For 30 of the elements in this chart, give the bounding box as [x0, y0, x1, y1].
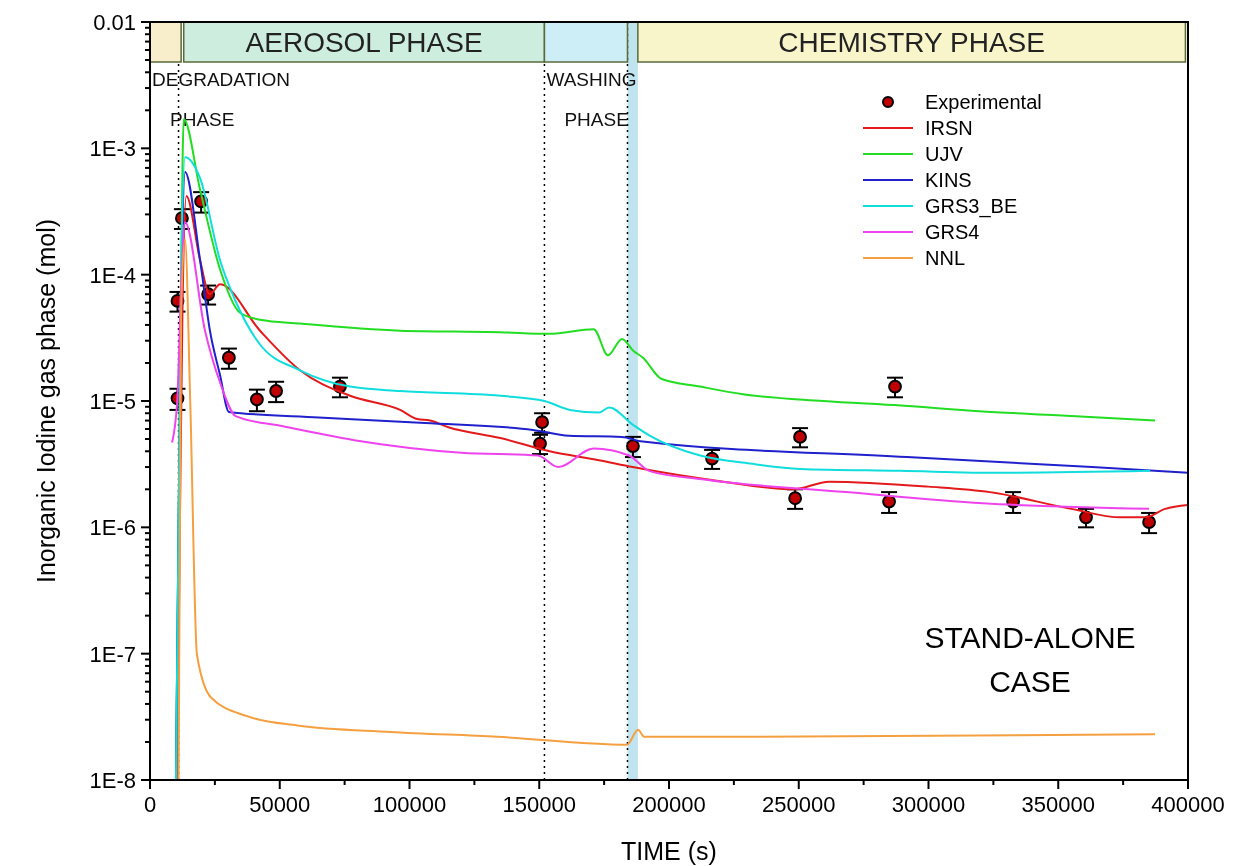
x-tick-label: 0: [143, 792, 157, 817]
band-label: AEROSOL PHASE: [245, 27, 483, 58]
x-tick-label: 300000: [891, 792, 966, 817]
x-axis-title: TIME (s): [621, 837, 717, 865]
annotation: STAND-ALONE CASE: [924, 621, 1136, 698]
y-tick-label: 1E-7: [89, 641, 136, 667]
y-tick-label: 1E-4: [89, 262, 136, 288]
y-tick-label: 1E-3: [89, 136, 136, 162]
y-tick-label: 0.01: [93, 10, 136, 35]
x-tick-label: 400000: [1151, 792, 1225, 817]
legend-label: KINS: [925, 169, 972, 191]
x-tick-label: 250000: [762, 792, 836, 817]
band-label: DEGRADATION PHASE: [152, 69, 290, 130]
y-tick-label: 1E-8: [89, 768, 136, 793]
band-label: WASHING PHASE: [546, 69, 637, 130]
legend-label: IRSN: [925, 117, 973, 139]
band-label: CHEMISTRY PHASE: [778, 27, 1045, 58]
legend-label: NNL: [925, 247, 966, 269]
legend-label: Experimental: [925, 91, 1042, 113]
y-tick-label: 1E-6: [89, 515, 136, 541]
y-axis-title: Inorganic Iodine gas phase (mol): [32, 218, 60, 584]
legend-label: GRS3_BE: [925, 195, 1018, 218]
x-tick-label: 150000: [502, 792, 576, 817]
x-tick-label: 100000: [372, 792, 447, 817]
y-tick-label: 1E-5: [89, 389, 136, 414]
x-tick-label: 350000: [1021, 792, 1095, 817]
legend-label: GRS4: [925, 221, 980, 243]
x-tick-label: 50000: [249, 792, 311, 817]
legend-label: UJV: [925, 143, 964, 165]
x-tick-label: 200000: [632, 792, 706, 817]
